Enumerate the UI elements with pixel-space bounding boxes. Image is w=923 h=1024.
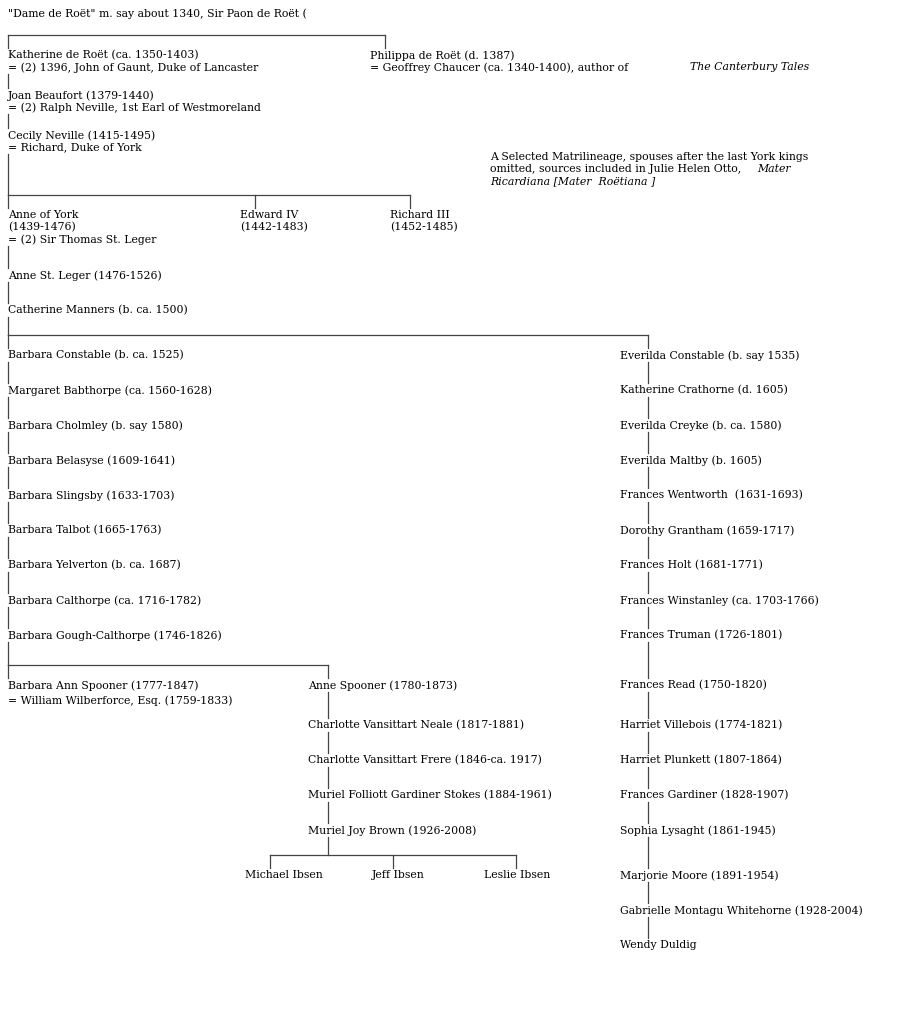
Text: Catherine Manners (b. ca. 1500): Catherine Manners (b. ca. 1500) [8,305,187,315]
Text: Edward IV: Edward IV [240,210,298,220]
Text: Barbara Yelverton (b. ca. 1687): Barbara Yelverton (b. ca. 1687) [8,560,181,570]
Text: = (2) 1396, John of Gaunt, Duke of Lancaster: = (2) 1396, John of Gaunt, Duke of Lanca… [8,62,258,73]
Text: Katherine Crathorne (d. 1605): Katherine Crathorne (d. 1605) [620,385,788,395]
Text: Richard III: Richard III [390,210,450,220]
Text: Barbara Gough-Calthorpe (1746-1826): Barbara Gough-Calthorpe (1746-1826) [8,630,222,641]
Text: = Richard, Duke of York: = Richard, Duke of York [8,142,142,152]
Text: Everilda Constable (b. say 1535): Everilda Constable (b. say 1535) [620,350,799,360]
Text: Ricardiana [Mater  Roëtiana ]: Ricardiana [Mater Roëtiana ] [490,176,655,186]
Text: = (2) Sir Thomas St. Leger: = (2) Sir Thomas St. Leger [8,234,156,245]
Text: Barbara Calthorpe (ca. 1716-1782): Barbara Calthorpe (ca. 1716-1782) [8,595,201,605]
Text: "Dame de Roët" m. say about 1340, Sir Paon de Roët (: "Dame de Roët" m. say about 1340, Sir Pa… [8,8,306,18]
Text: Charlotte Vansittart Neale (1817-1881): Charlotte Vansittart Neale (1817-1881) [308,720,524,730]
Text: Margaret Babthorpe (ca. 1560-1628): Margaret Babthorpe (ca. 1560-1628) [8,385,212,395]
Text: = William Wilberforce, Esq. (1759-1833): = William Wilberforce, Esq. (1759-1833) [8,695,233,706]
Text: Frances Winstanley (ca. 1703-1766): Frances Winstanley (ca. 1703-1766) [620,595,819,605]
Text: Muriel Joy Brown (1926-2008): Muriel Joy Brown (1926-2008) [308,825,476,836]
Text: = Geoffrey Chaucer (ca. 1340-1400), author of: = Geoffrey Chaucer (ca. 1340-1400), auth… [370,62,631,73]
Text: Gabrielle Montagu Whitehorne (1928-2004): Gabrielle Montagu Whitehorne (1928-2004) [620,905,863,915]
Text: Cecily Neville (1415-1495): Cecily Neville (1415-1495) [8,130,155,140]
Text: Wendy Duldig: Wendy Duldig [620,940,697,950]
Text: Michael Ibsen: Michael Ibsen [245,870,323,880]
Text: Barbara Constable (b. ca. 1525): Barbara Constable (b. ca. 1525) [8,350,184,360]
Text: Frances Gardiner (1828-1907): Frances Gardiner (1828-1907) [620,790,788,801]
Text: Mater: Mater [757,164,791,174]
Text: Harriet Villebois (1774-1821): Harriet Villebois (1774-1821) [620,720,783,730]
Text: Everilda Creyke (b. ca. 1580): Everilda Creyke (b. ca. 1580) [620,420,782,430]
Text: Katherine de Roët (ca. 1350-1403): Katherine de Roët (ca. 1350-1403) [8,50,198,60]
Text: Sophia Lysaght (1861-1945): Sophia Lysaght (1861-1945) [620,825,775,836]
Text: (1439-1476): (1439-1476) [8,222,76,232]
Text: Muriel Folliott Gardiner Stokes (1884-1961): Muriel Folliott Gardiner Stokes (1884-19… [308,790,552,801]
Text: Marjorie Moore (1891-1954): Marjorie Moore (1891-1954) [620,870,779,881]
Text: Charlotte Vansittart Frere (1846-ca. 1917): Charlotte Vansittart Frere (1846-ca. 191… [308,755,542,765]
Text: Anne of York: Anne of York [8,210,78,220]
Text: The Canterbury Tales: The Canterbury Tales [690,62,809,72]
Text: Frances Read (1750-1820): Frances Read (1750-1820) [620,680,767,690]
Text: Joan Beaufort (1379-1440): Joan Beaufort (1379-1440) [8,90,155,100]
Text: omitted, sources included in Julie Helen Otto,: omitted, sources included in Julie Helen… [490,164,745,174]
Text: A Selected Matrilineage, spouses after the last York kings: A Selected Matrilineage, spouses after t… [490,152,809,162]
Text: Frances Truman (1726-1801): Frances Truman (1726-1801) [620,630,783,640]
Text: Leslie Ibsen: Leslie Ibsen [484,870,550,880]
Text: Barbara Talbot (1665-1763): Barbara Talbot (1665-1763) [8,525,162,536]
Text: Harriet Plunkett (1807-1864): Harriet Plunkett (1807-1864) [620,755,782,765]
Text: Jeff Ibsen: Jeff Ibsen [372,870,425,880]
Text: Anne St. Leger (1476-1526): Anne St. Leger (1476-1526) [8,270,162,281]
Text: Barbara Ann Spooner (1777-1847): Barbara Ann Spooner (1777-1847) [8,680,198,690]
Text: = (2) Ralph Neville, 1st Earl of Westmoreland: = (2) Ralph Neville, 1st Earl of Westmor… [8,102,261,113]
Text: (1452-1485): (1452-1485) [390,222,458,232]
Text: Barbara Cholmley (b. say 1580): Barbara Cholmley (b. say 1580) [8,420,183,430]
Text: Frances Wentworth  (1631-1693): Frances Wentworth (1631-1693) [620,490,803,501]
Text: Barbara Belasyse (1609-1641): Barbara Belasyse (1609-1641) [8,455,175,466]
Text: Frances Holt (1681-1771): Frances Holt (1681-1771) [620,560,763,570]
Text: Philippa de Roët (d. 1387): Philippa de Roët (d. 1387) [370,50,514,60]
Text: Everilda Maltby (b. 1605): Everilda Maltby (b. 1605) [620,455,761,466]
Text: Anne Spooner (1780-1873): Anne Spooner (1780-1873) [308,680,457,690]
Text: (1442-1483): (1442-1483) [240,222,308,232]
Text: Barbara Slingsby (1633-1703): Barbara Slingsby (1633-1703) [8,490,174,501]
Text: Dorothy Grantham (1659-1717): Dorothy Grantham (1659-1717) [620,525,795,536]
